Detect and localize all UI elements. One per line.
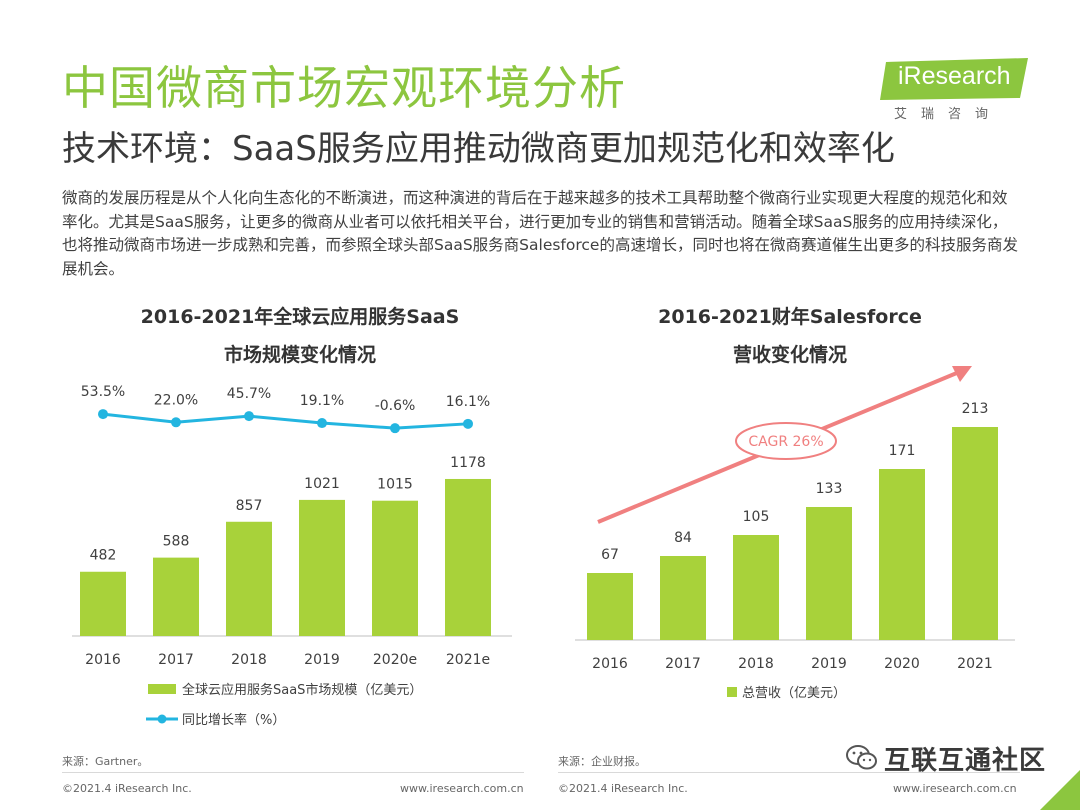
left-bar — [153, 557, 199, 636]
left-bar-value: 1178 — [450, 455, 486, 471]
left-x-tick-label: 2017 — [158, 652, 194, 668]
wechat-icon — [846, 745, 877, 770]
left-bar-value: 482 — [90, 548, 117, 564]
left-chart: 482 2016 588 2017 857 2018 1021 2019 1015 2020e 11… — [72, 384, 512, 728]
left-x-tick-label: 2016 — [85, 652, 121, 668]
right-chart-title-line1: 2016-2021财年Salesforce — [658, 306, 922, 328]
right-chart: 67 2016 84 2017 105 2018 133 2019 171 2020 213 2021… — [575, 366, 1015, 701]
left-x-tick-label: 2019 — [304, 652, 340, 668]
right-source: 来源：企业财报。 — [558, 755, 646, 768]
left-bar-value: 1021 — [304, 476, 340, 492]
left-growth-point — [463, 418, 473, 429]
left-growth-point — [317, 418, 327, 429]
left-legend-bar-label: 全球云应用服务SaaS市场规模（亿美元） — [182, 682, 422, 698]
intro-paragraph: 微商的发展历程是从个人化向生态化的不断演进，而这种演进的背后在于越来越多的技术工… — [62, 189, 1018, 278]
left-chart-title: 2016-2021年全球云应用服务SaaS 市场规模变化情况 — [90, 298, 510, 374]
left-growth-label: 53.5% — [81, 384, 125, 400]
left-x-tick-label: 2020e — [373, 652, 417, 668]
watermark-text: 互联互通社区 — [884, 746, 1047, 776]
right-bar — [952, 427, 998, 640]
left-growth-point — [390, 423, 400, 434]
left-growth-label: 45.7% — [227, 386, 271, 402]
right-bar-value: 105 — [743, 509, 770, 525]
left-footer-url: www.iresearch.com.cn — [400, 782, 524, 795]
right-bar — [660, 556, 706, 640]
right-bar — [587, 573, 633, 640]
right-chart-title: 2016-2021财年Salesforce 营收变化情况 — [580, 298, 1000, 374]
right-bar-value: 133 — [816, 481, 843, 497]
logo-text: iResearch — [898, 62, 1011, 90]
right-x-tick-label: 2018 — [738, 656, 774, 672]
left-growth-label: 19.1% — [300, 393, 344, 409]
right-bar-value: 84 — [674, 530, 692, 546]
left-growth-point — [244, 411, 254, 422]
left-growth-line — [102, 412, 469, 430]
cagr-arrow-head — [952, 366, 972, 382]
left-bar — [80, 571, 126, 636]
left-source: 来源：Gartner。 — [62, 755, 149, 768]
right-bar — [733, 535, 779, 640]
right-bar-value: 213 — [962, 401, 989, 417]
right-x-tick-label: 2016 — [592, 656, 628, 672]
right-x-tick-label: 2021 — [957, 656, 993, 672]
right-x-tick-label: 2017 — [665, 656, 701, 672]
logo-subtext: 艾瑞咨询 — [894, 107, 1003, 122]
logo-badge-shape — [880, 58, 1028, 100]
right-footer-divider — [558, 772, 1020, 773]
right-bar — [806, 507, 852, 640]
left-bar — [226, 521, 272, 636]
right-legend-label: 总营收（亿美元） — [742, 686, 846, 701]
right-bar — [879, 469, 925, 640]
page-number-badge — [1040, 770, 1080, 810]
page-number: 9 — [1049, 780, 1058, 796]
iresearch-logo: iResearch 艾瑞咨询 — [880, 56, 1030, 126]
left-footer-copyright: ©2021.4 iResearch Inc. — [62, 782, 192, 795]
left-legend-line-marker — [157, 714, 167, 724]
right-x-tick-label: 2020 — [884, 656, 920, 672]
left-legend-line-label: 同比增长率（%） — [182, 712, 285, 728]
left-bar — [445, 478, 491, 636]
left-bar — [299, 499, 345, 636]
left-chart-title-line2: 市场规模变化情况 — [223, 344, 376, 366]
right-legend-swatch — [727, 687, 737, 697]
left-bar-value: 857 — [236, 498, 263, 514]
left-growth-label: 22.0% — [154, 392, 198, 408]
right-chart-title-line2: 营收变化情况 — [732, 344, 847, 366]
page-subtitle: 技术环境：SaaS服务应用推动微商更加规范化和效率化 — [62, 129, 895, 169]
right-bar-value: 67 — [601, 547, 619, 563]
left-legend-bar-swatch — [148, 684, 176, 694]
left-growth-point — [171, 417, 181, 428]
right-x-tick-label: 2019 — [811, 656, 847, 672]
left-footer-divider — [62, 772, 524, 773]
cagr-badge — [735, 422, 837, 460]
left-bar — [372, 500, 418, 636]
right-bar-value: 171 — [889, 443, 916, 459]
right-footer-copyright: ©2021.4 iResearch Inc. — [558, 782, 688, 795]
right-footer-url: www.iresearch.com.cn — [893, 782, 1017, 795]
cagr-label: CAGR 26% — [748, 434, 823, 450]
left-growth-label: 16.1% — [446, 394, 490, 410]
left-growth-point — [98, 409, 108, 420]
left-bar-value: 1015 — [377, 477, 413, 493]
left-x-tick-label: 2021e — [446, 652, 490, 668]
left-chart-title-line1: 2016-2021年全球云应用服务SaaS — [140, 306, 460, 328]
left-x-tick-label: 2018 — [231, 652, 267, 668]
left-growth-label: -0.6% — [375, 398, 416, 414]
left-bar-value: 588 — [163, 534, 190, 550]
page-title: 中国微商市场宏观环境分析 — [62, 61, 626, 115]
